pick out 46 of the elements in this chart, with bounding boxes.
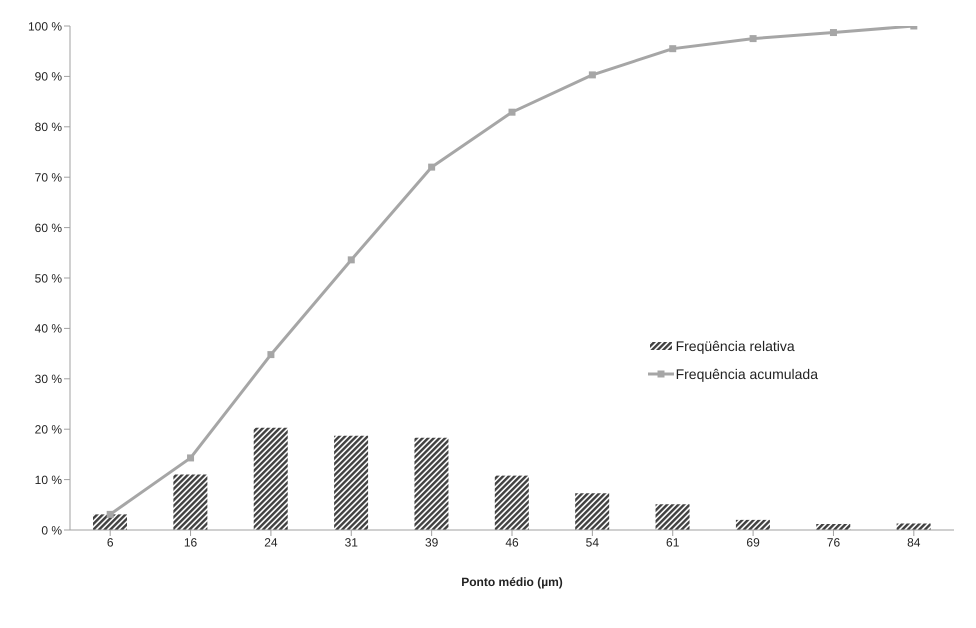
bar	[414, 438, 448, 530]
x-tick-label: 46	[505, 536, 519, 550]
point	[508, 108, 516, 116]
bar	[896, 523, 931, 530]
point	[187, 454, 194, 462]
x-tick-label: 69	[746, 536, 760, 550]
bar	[173, 474, 208, 530]
legend-label: Frequência acumulada	[676, 366, 818, 382]
point	[428, 164, 436, 171]
bar	[816, 524, 850, 530]
point	[830, 29, 837, 36]
x-axis-title: Ponto médio (µm)	[461, 575, 563, 589]
x-tick-label: 61	[666, 536, 680, 550]
y-tick-label: 10 %	[34, 472, 62, 487]
bar	[494, 476, 529, 530]
point	[669, 45, 676, 52]
x-tick-label: 76	[826, 536, 840, 550]
y-tick-label: 20 %	[34, 422, 62, 436]
bar	[656, 504, 690, 530]
y-tick-label: 80 %	[34, 120, 62, 134]
point	[267, 351, 274, 358]
x-tick-label: 39	[424, 536, 439, 550]
x-tick-label: 84	[907, 536, 921, 550]
y-tick-label: 40 %	[34, 322, 62, 336]
legend-label: Freqüência relativa	[676, 338, 795, 354]
bar	[334, 436, 368, 530]
y-tick-label: 30 %	[34, 372, 62, 386]
x-tick-label: 24	[264, 536, 278, 550]
y-tick-label: 60 %	[34, 220, 62, 235]
y-tick-label: 50 %	[34, 271, 62, 286]
bar	[736, 520, 770, 530]
y-tick-label: 0 %	[41, 523, 62, 538]
y-tick-label: 70 %	[34, 170, 62, 184]
y-tick-label: 100 %	[28, 19, 62, 34]
bar	[93, 514, 127, 530]
x-tick-label: 54	[586, 536, 600, 550]
point	[348, 256, 355, 264]
point	[750, 35, 757, 42]
point	[588, 71, 596, 78]
bar	[575, 493, 610, 530]
y-tick-label: 90 %	[34, 70, 62, 84]
x-tick-label: 6	[106, 536, 114, 550]
x-tick-label: 31	[344, 536, 358, 550]
x-tick-label: 16	[184, 536, 198, 550]
point	[106, 510, 114, 518]
bar	[254, 428, 288, 530]
